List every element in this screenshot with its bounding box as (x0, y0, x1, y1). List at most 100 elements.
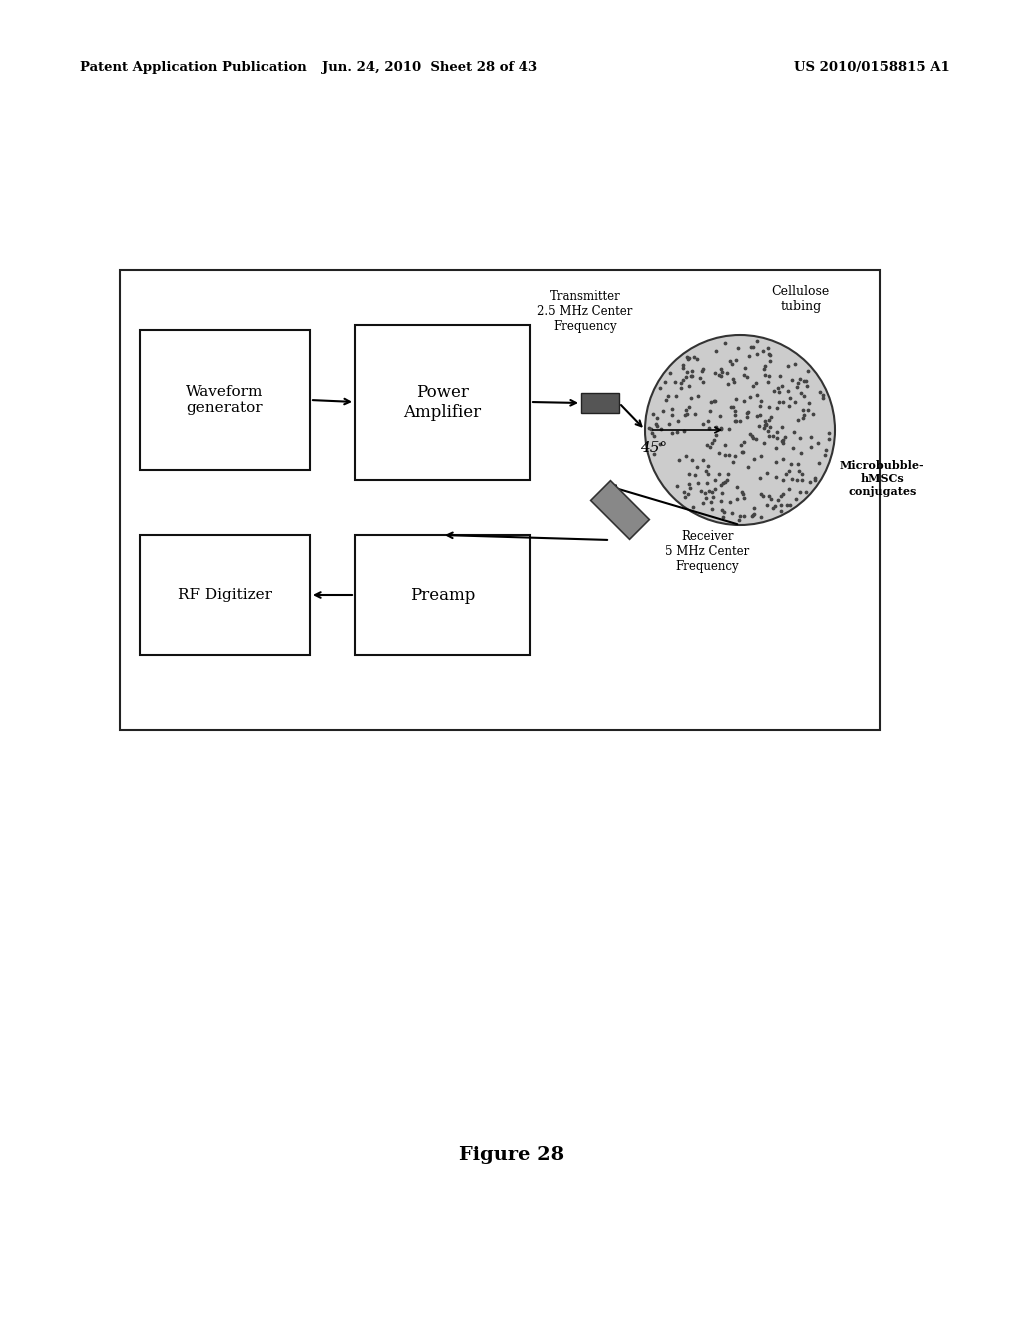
Point (645, 403, 662, 424)
Point (744, 504, 761, 525)
Point (707, 479, 723, 500)
Point (770, 378, 786, 399)
Point (677, 404, 693, 425)
Point (783, 370, 800, 391)
Point (761, 343, 777, 364)
Point (715, 506, 731, 527)
Point (769, 397, 785, 418)
Point (725, 396, 741, 417)
Point (705, 433, 721, 454)
Point (740, 457, 757, 478)
Point (703, 482, 720, 503)
Point (752, 404, 768, 425)
Point (677, 486, 693, 507)
Point (714, 499, 730, 520)
Point (749, 384, 765, 405)
Point (649, 414, 666, 436)
Point (786, 392, 803, 413)
Point (791, 461, 807, 482)
Point (796, 385, 812, 407)
Point (766, 495, 782, 516)
Text: 45°: 45° (640, 441, 667, 455)
Point (756, 417, 772, 438)
Point (816, 444, 833, 465)
Point (751, 416, 767, 437)
Point (708, 425, 724, 446)
Point (771, 391, 787, 412)
Point (684, 450, 700, 471)
Point (757, 364, 773, 385)
Point (708, 341, 724, 362)
Point (691, 367, 708, 388)
Point (798, 371, 814, 392)
Point (778, 463, 795, 484)
Point (670, 421, 686, 442)
Point (741, 424, 758, 445)
Bar (140, 535, 310, 655)
Point (664, 404, 680, 425)
Point (794, 383, 810, 404)
Point (759, 495, 775, 516)
Point (753, 507, 769, 528)
Point (685, 347, 701, 368)
Point (680, 376, 696, 397)
Point (768, 466, 784, 487)
Point (721, 418, 737, 440)
Point (812, 381, 828, 403)
Point (753, 484, 769, 506)
Point (680, 348, 696, 370)
Point (733, 434, 750, 455)
Point (745, 503, 762, 524)
Point (644, 422, 660, 444)
Point (703, 499, 720, 520)
Point (738, 403, 755, 424)
Point (772, 366, 788, 387)
Point (783, 453, 800, 474)
Point (688, 455, 705, 477)
Point (714, 362, 730, 383)
Point (647, 413, 664, 434)
Point (736, 391, 753, 412)
Point (657, 389, 674, 411)
Point (728, 488, 744, 510)
Point (790, 469, 806, 490)
Point (763, 488, 779, 510)
Point (735, 364, 752, 385)
Point (779, 380, 796, 401)
Point (738, 367, 755, 388)
Point (818, 440, 835, 461)
Bar (355, 325, 530, 480)
Point (791, 372, 807, 393)
Point (686, 403, 702, 424)
Bar (581, 393, 618, 413)
Point (713, 491, 729, 512)
Point (745, 498, 762, 519)
Bar (140, 330, 310, 470)
Point (807, 467, 823, 488)
Text: Jun. 24, 2010  Sheet 28 of 43: Jun. 24, 2010 Sheet 28 of 43 (323, 62, 538, 74)
Point (756, 432, 772, 453)
Point (752, 467, 768, 488)
Point (681, 474, 697, 495)
Point (717, 471, 733, 492)
Point (806, 469, 822, 490)
Point (749, 405, 765, 426)
Point (727, 445, 743, 466)
Point (708, 417, 724, 438)
Point (724, 352, 740, 374)
Point (702, 492, 719, 513)
Point (681, 347, 697, 368)
Point (672, 449, 688, 470)
Point (735, 483, 752, 504)
Point (790, 409, 806, 430)
Point (744, 375, 761, 396)
Point (719, 363, 735, 384)
Point (781, 461, 798, 482)
Point (683, 366, 699, 387)
Point (793, 442, 809, 463)
Point (676, 420, 692, 441)
Point (766, 381, 782, 403)
Point (713, 417, 729, 438)
Point (680, 483, 696, 504)
Point (749, 330, 765, 351)
